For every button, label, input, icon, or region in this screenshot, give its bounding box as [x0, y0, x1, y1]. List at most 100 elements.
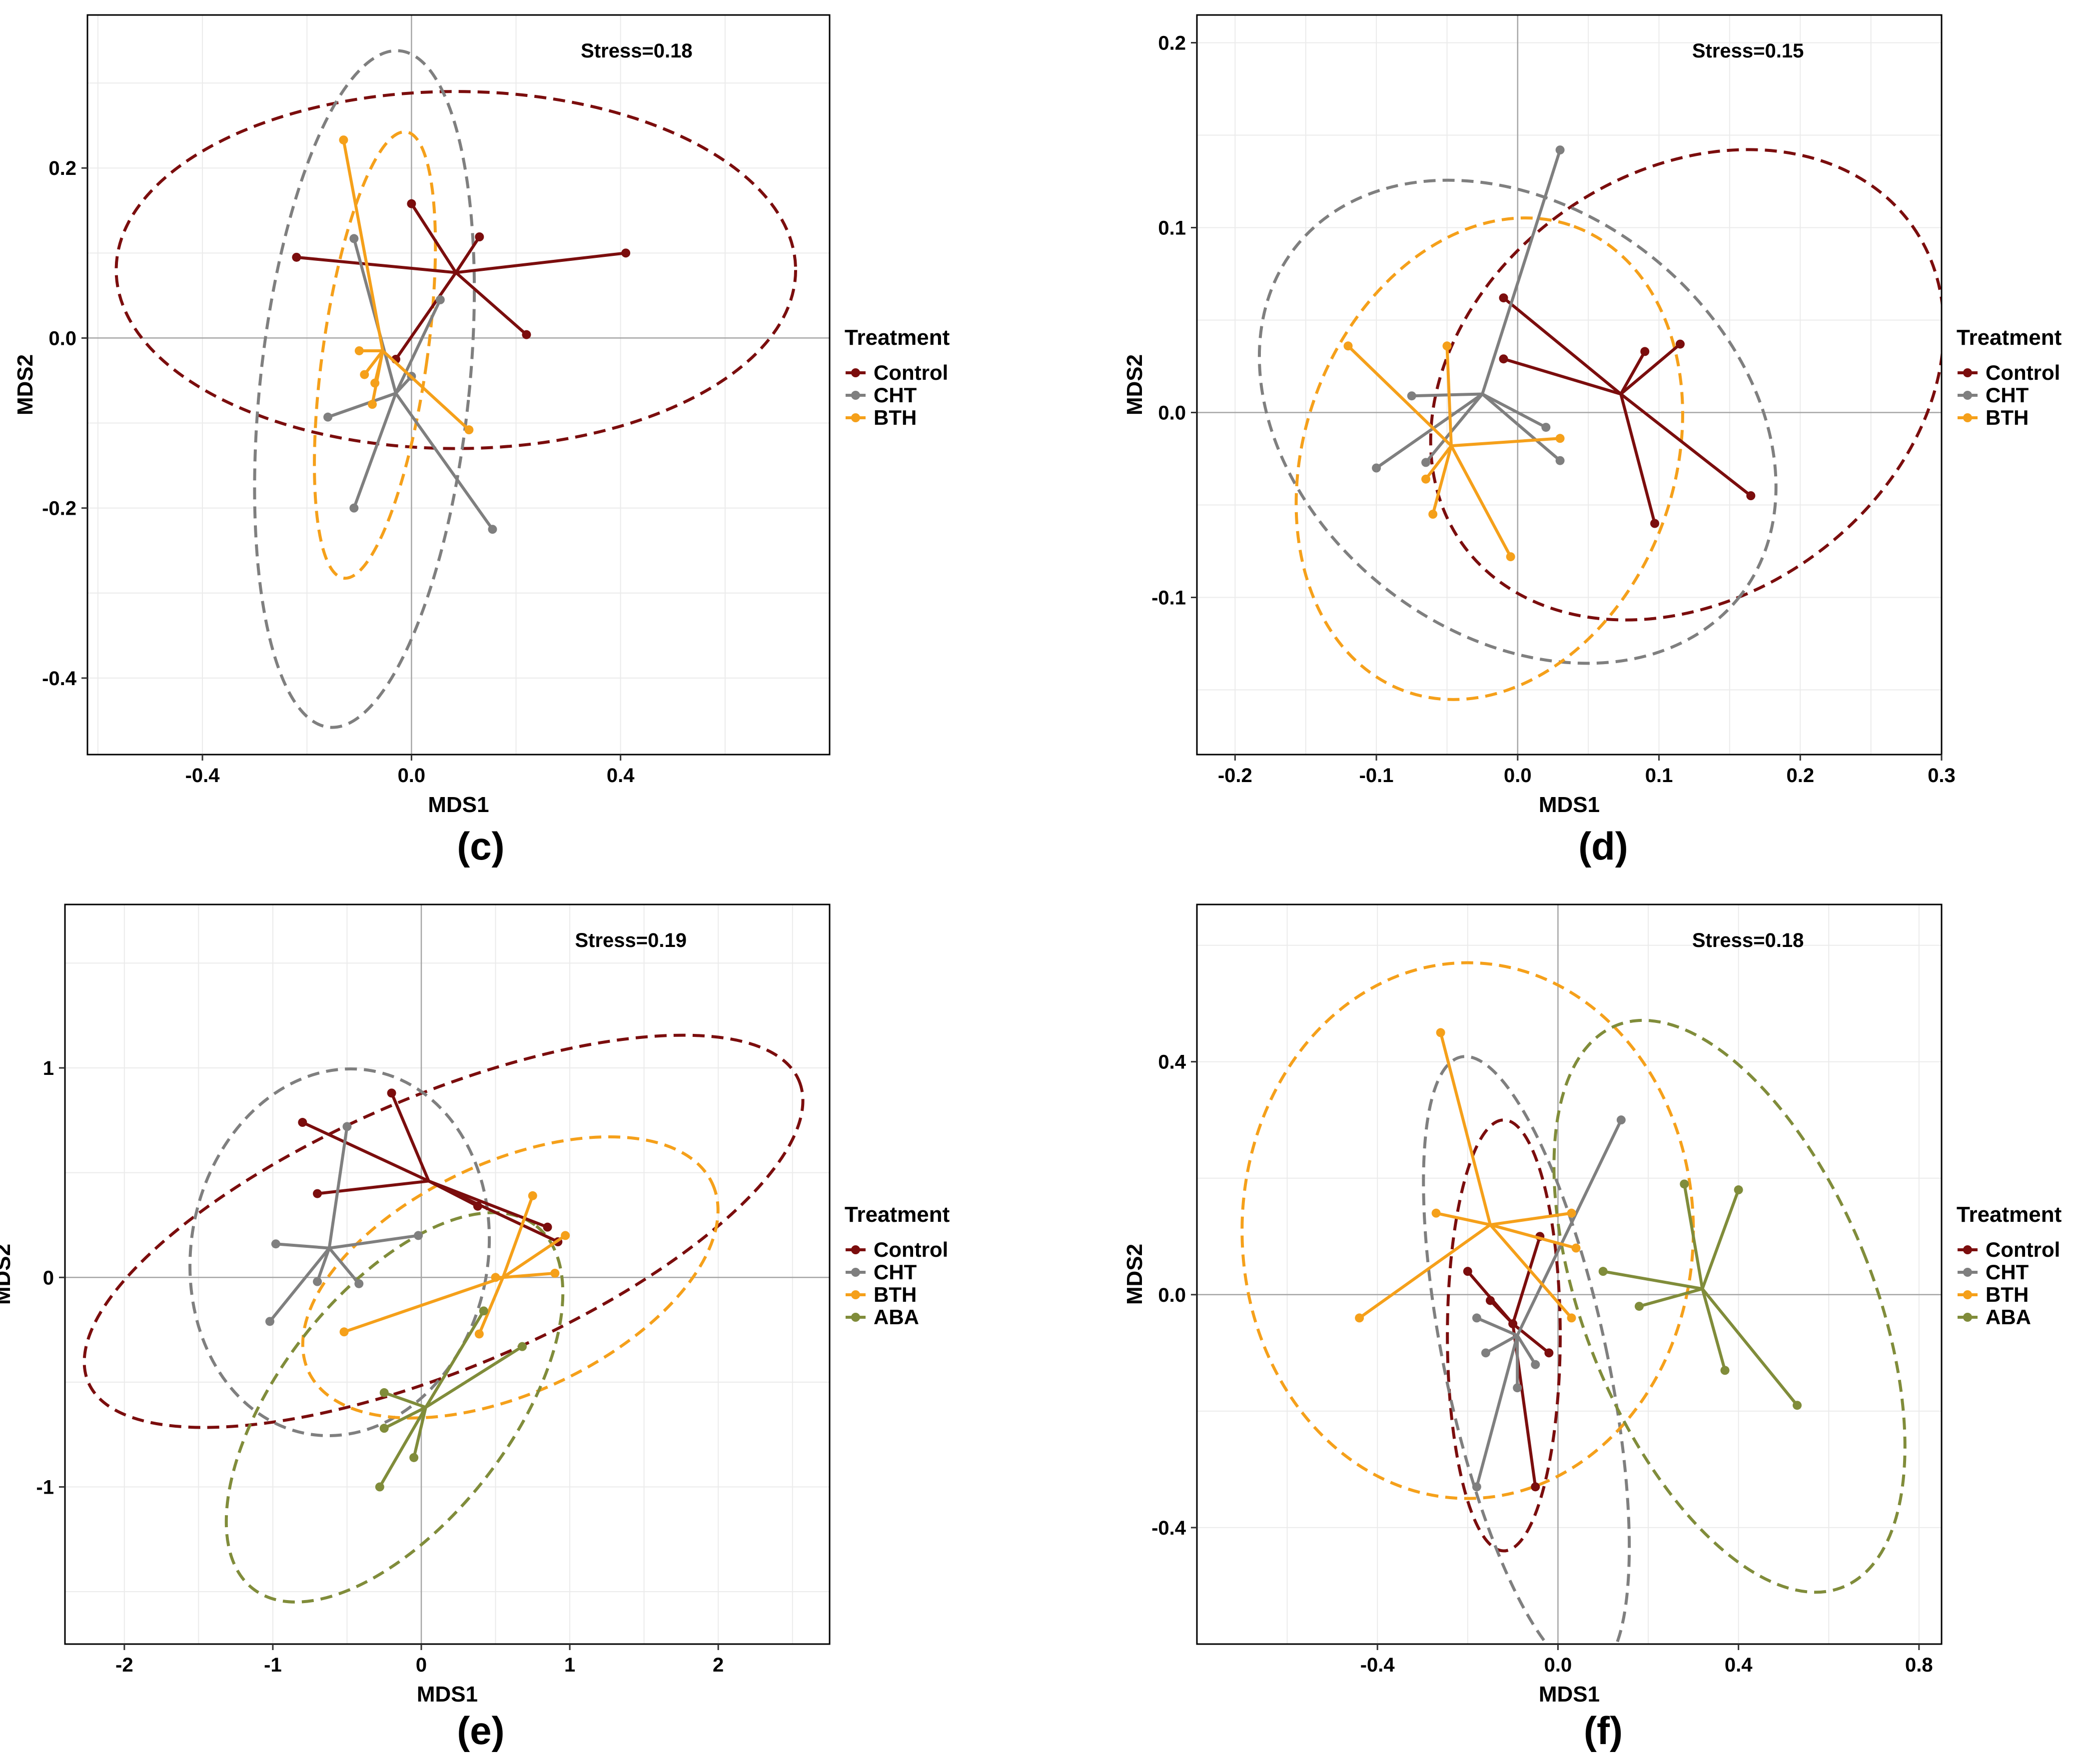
x-tick-label: 0.0 — [398, 765, 426, 787]
spider-control — [394, 271, 457, 360]
point-bth — [1571, 1243, 1581, 1253]
point-aba — [1793, 1401, 1802, 1410]
x-axis-title: MDS1 — [1539, 1682, 1600, 1707]
point-control — [473, 1201, 482, 1211]
point-aba — [1634, 1302, 1644, 1311]
point-bth — [367, 400, 377, 409]
point-cht — [1372, 463, 1381, 473]
x-axis-title: MDS1 — [1539, 793, 1600, 817]
legend-label-cht: CHT — [1986, 383, 2029, 407]
point-cht — [354, 1279, 364, 1288]
point-cht — [1472, 1313, 1481, 1323]
point-bth — [1567, 1313, 1576, 1323]
plot-frame — [1196, 14, 1943, 756]
panel-caption: (d) — [1578, 824, 1628, 868]
legend-key-point — [851, 391, 860, 400]
spider-control — [1512, 1322, 1550, 1354]
spider-control — [1511, 1236, 1542, 1324]
point-bth — [491, 1273, 500, 1282]
point-cht — [342, 1122, 352, 1131]
panel-3: -0.4 0.0 0.4 0.8 -0.4 0.0 0.4 MDS1 MDS2 Stress=0.… — [1122, 903, 2062, 1753]
spider-bth — [1435, 1211, 1491, 1226]
spider-bth — [478, 1277, 505, 1335]
point-control — [1499, 293, 1508, 303]
point-cht — [313, 1277, 322, 1286]
point-aba — [409, 1453, 419, 1462]
point-cht — [349, 234, 359, 243]
legend-title: Treatment — [1957, 1202, 2062, 1227]
x-tick-label: 0.4 — [607, 765, 635, 787]
point-aba — [379, 1388, 389, 1397]
point-aba — [1720, 1366, 1730, 1375]
x-tick-label: 0.1 — [1645, 765, 1673, 787]
y-tick-label: 0 — [43, 1267, 54, 1289]
spider-control — [296, 255, 456, 274]
point-control — [1675, 339, 1685, 349]
plot-area — [1197, 904, 1942, 1644]
x-tick-label: 0.0 — [1544, 1654, 1572, 1676]
point-cht — [1481, 1348, 1490, 1358]
point-cht — [1616, 1115, 1626, 1125]
stress-label: Stress=0.18 — [581, 40, 693, 62]
spider-bth — [1490, 1211, 1572, 1226]
spider-bth — [1451, 437, 1560, 448]
y-tick-label: 0.0 — [1158, 402, 1186, 424]
legend-key-point — [851, 1290, 860, 1299]
y-tick-label: -1 — [36, 1477, 54, 1499]
ellipse-control — [82, 1033, 805, 1429]
point-aba — [518, 1342, 527, 1351]
legend-key-point — [851, 1313, 860, 1322]
spider-bth — [363, 350, 384, 376]
point-control — [407, 199, 416, 208]
point-bth — [370, 378, 380, 388]
spider-control — [1619, 393, 1656, 524]
point-cht — [349, 503, 359, 513]
ellipse-cht — [188, 1067, 491, 1437]
legend-key-point — [1963, 1290, 1972, 1299]
spider-control — [410, 203, 457, 274]
spider-aba — [1701, 1288, 1727, 1371]
spider-control — [1489, 1299, 1514, 1325]
spider-cht — [1485, 1334, 1518, 1354]
point-aba — [375, 1482, 384, 1492]
panel-0: -0.4 0.0 0.4 -0.4 -0.2 0.0 0.2 MDS1 MDS2 Stress=0… — [13, 14, 950, 868]
spider-control — [454, 236, 481, 274]
point-control — [475, 232, 484, 241]
point-bth — [464, 425, 474, 435]
y-tick-label: 1 — [43, 1057, 54, 1079]
spider-cht — [268, 1247, 331, 1323]
point-bth — [561, 1231, 570, 1240]
plot-area — [87, 15, 830, 755]
legend-title: Treatment — [1957, 325, 2062, 350]
legend-key-point — [1963, 413, 1972, 422]
ellipse-control — [114, 90, 798, 450]
y-axis-title: MDS2 — [0, 1244, 15, 1305]
spider-cht — [394, 299, 442, 394]
x-tick-label: -1 — [264, 1654, 282, 1676]
point-bth — [474, 1329, 484, 1339]
point-control — [1508, 1319, 1518, 1329]
spider-control — [1503, 357, 1622, 396]
point-cht — [1541, 423, 1551, 432]
legend-label-bth: BTH — [1986, 406, 2029, 429]
point-aba — [1680, 1179, 1689, 1189]
legend-label-cht: CHT — [1986, 1260, 2029, 1284]
legend-label-aba: ABA — [1986, 1305, 2031, 1329]
legend-label-cht: CHT — [874, 1260, 917, 1284]
spider-cht — [1516, 1119, 1623, 1336]
point-control — [292, 252, 301, 262]
point-aba — [479, 1306, 488, 1316]
ellipse-cht — [253, 49, 476, 729]
point-bth — [354, 346, 364, 355]
point-bth — [1506, 552, 1515, 562]
spider-bth — [501, 1195, 534, 1278]
point-aba — [1598, 1267, 1608, 1276]
stress-label: Stress=0.18 — [1692, 929, 1804, 951]
point-bth — [1428, 510, 1438, 519]
legend-key-point — [1963, 391, 1972, 400]
legend-label-aba: ABA — [874, 1305, 919, 1329]
ellipse-aba — [224, 1211, 565, 1604]
spider-control — [455, 271, 528, 336]
point-control — [1650, 519, 1660, 528]
